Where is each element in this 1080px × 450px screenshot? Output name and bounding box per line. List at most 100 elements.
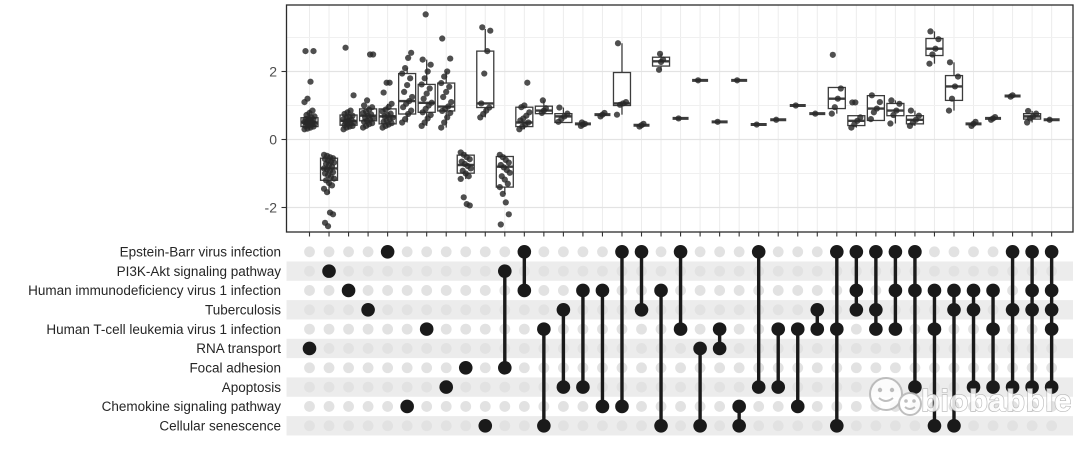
pathway-label: Apoptosis (222, 380, 282, 395)
matrix-dot-filled (478, 418, 493, 433)
pathway-label: Human T-cell leukemia virus 1 infection (46, 322, 281, 337)
matrix-dot-empty (343, 265, 354, 277)
matrix-dot-empty (694, 304, 706, 316)
matrix-dot-empty (382, 343, 394, 354)
jitter-point (439, 35, 446, 42)
matrix-dot-empty (518, 381, 530, 393)
matrix-dot-empty (811, 362, 823, 374)
matrix-dot-filled (966, 302, 981, 317)
matrix-dot-empty (968, 265, 979, 277)
matrix-dot-empty (987, 401, 999, 412)
matrix-dot-empty (304, 362, 315, 374)
jitter-point (484, 48, 491, 55)
matrix-dot-empty (811, 285, 823, 296)
jitter-point (457, 175, 464, 183)
watermark-text: biobabble (921, 383, 1072, 418)
pathway-label: Human immunodeficiency virus 1 infection (28, 283, 281, 298)
jitter-point (350, 92, 357, 99)
matrix-dot-empty (811, 401, 823, 412)
jitter-point (408, 49, 415, 56)
jitter-point (304, 95, 311, 102)
boxplot-box (476, 50, 495, 109)
matrix-dot-filled (830, 418, 844, 433)
matrix-dot-empty (479, 401, 491, 412)
matrix-dot-empty (733, 304, 745, 316)
jitter-point (525, 119, 532, 126)
jitter-point (447, 55, 454, 62)
matrix-dot-empty (714, 420, 726, 432)
matrix-dot-filled (517, 245, 532, 259)
matrix-dot-empty (304, 246, 315, 258)
y-axis-labels: 2 0 -2 (265, 63, 278, 215)
matrix-dot-empty (460, 246, 472, 258)
matrix-dot-empty (460, 381, 472, 393)
matrix-dot-empty (714, 265, 726, 277)
matrix-dot-empty (421, 343, 433, 354)
matrix-dot-filled (986, 322, 1000, 336)
matrix-dot-empty (343, 362, 354, 374)
matrix-dot-empty (421, 246, 433, 258)
jitter-point (399, 70, 406, 77)
y-tick-label: 2 (269, 63, 277, 79)
matrix-dot-filled (790, 399, 805, 414)
matrix-dot-filled (888, 322, 903, 336)
matrix-dot-empty (636, 343, 647, 354)
matrix-dot-filled (654, 283, 668, 298)
matrix-dot-empty (323, 343, 335, 354)
matrix-dot-empty (518, 304, 530, 316)
matrix-dot-empty (557, 265, 569, 277)
pathway-label: RNA transport (196, 341, 281, 356)
matrix-dot-filled (615, 399, 629, 414)
matrix-dot-empty (772, 285, 784, 296)
matrix-dot-empty (401, 343, 413, 354)
jitter-point (613, 111, 621, 118)
jitter-point (328, 182, 336, 189)
matrix-dot-empty (714, 381, 726, 393)
matrix-dot-filled (849, 245, 864, 259)
pathway-label: Chemokine signaling pathway (102, 399, 282, 414)
jitter-point (427, 111, 434, 119)
matrix-dot-filled (908, 245, 922, 259)
matrix-dot-filled (712, 322, 727, 336)
matrix-dot-empty (850, 420, 862, 432)
jitter-point (888, 97, 895, 104)
matrix-dot-empty (557, 246, 569, 258)
matrix-dot-filled (908, 380, 922, 394)
jitter-point (367, 111, 375, 118)
matrix-dot-empty (401, 381, 413, 393)
matrix-dot-empty (304, 265, 315, 277)
matrix-dot-empty (421, 362, 433, 374)
jitter-point (857, 114, 864, 121)
matrix-dot-filled (556, 302, 571, 317)
watermark-logo-bubble-large (869, 377, 903, 411)
jitter-point (907, 107, 915, 114)
matrix-dot-filled (790, 322, 805, 336)
matrix-dot-filled (966, 283, 981, 298)
matrix-dot-empty (577, 246, 589, 258)
pathway-label: Cellular senescence (159, 418, 281, 433)
matrix-dot-empty (382, 323, 394, 335)
jitter-point (309, 107, 316, 114)
matrix-dot-empty (499, 381, 511, 393)
matrix-dot-empty (675, 401, 686, 412)
matrix-dot-empty (929, 265, 940, 277)
matrix-dot-empty (323, 246, 335, 258)
jitter-point (420, 95, 427, 102)
jitter-point (486, 104, 493, 111)
matrix-dot-empty (948, 246, 960, 258)
matrix-dot-filled (498, 360, 512, 375)
jitter-point (441, 119, 448, 126)
watermark-logo-eye (912, 399, 916, 403)
jitter-point (443, 88, 450, 95)
jitter-point (1046, 116, 1053, 123)
jitter-point (444, 68, 451, 75)
matrix-dot-empty (382, 304, 394, 316)
jitter-point (481, 70, 488, 77)
matrix-dot-empty (968, 246, 979, 258)
matrix-dot-empty (597, 420, 608, 432)
matrix-dot-empty (499, 401, 511, 412)
matrix-dot-filled (849, 283, 864, 298)
jitter-point (445, 103, 452, 110)
matrix-dot-empty (401, 323, 413, 335)
